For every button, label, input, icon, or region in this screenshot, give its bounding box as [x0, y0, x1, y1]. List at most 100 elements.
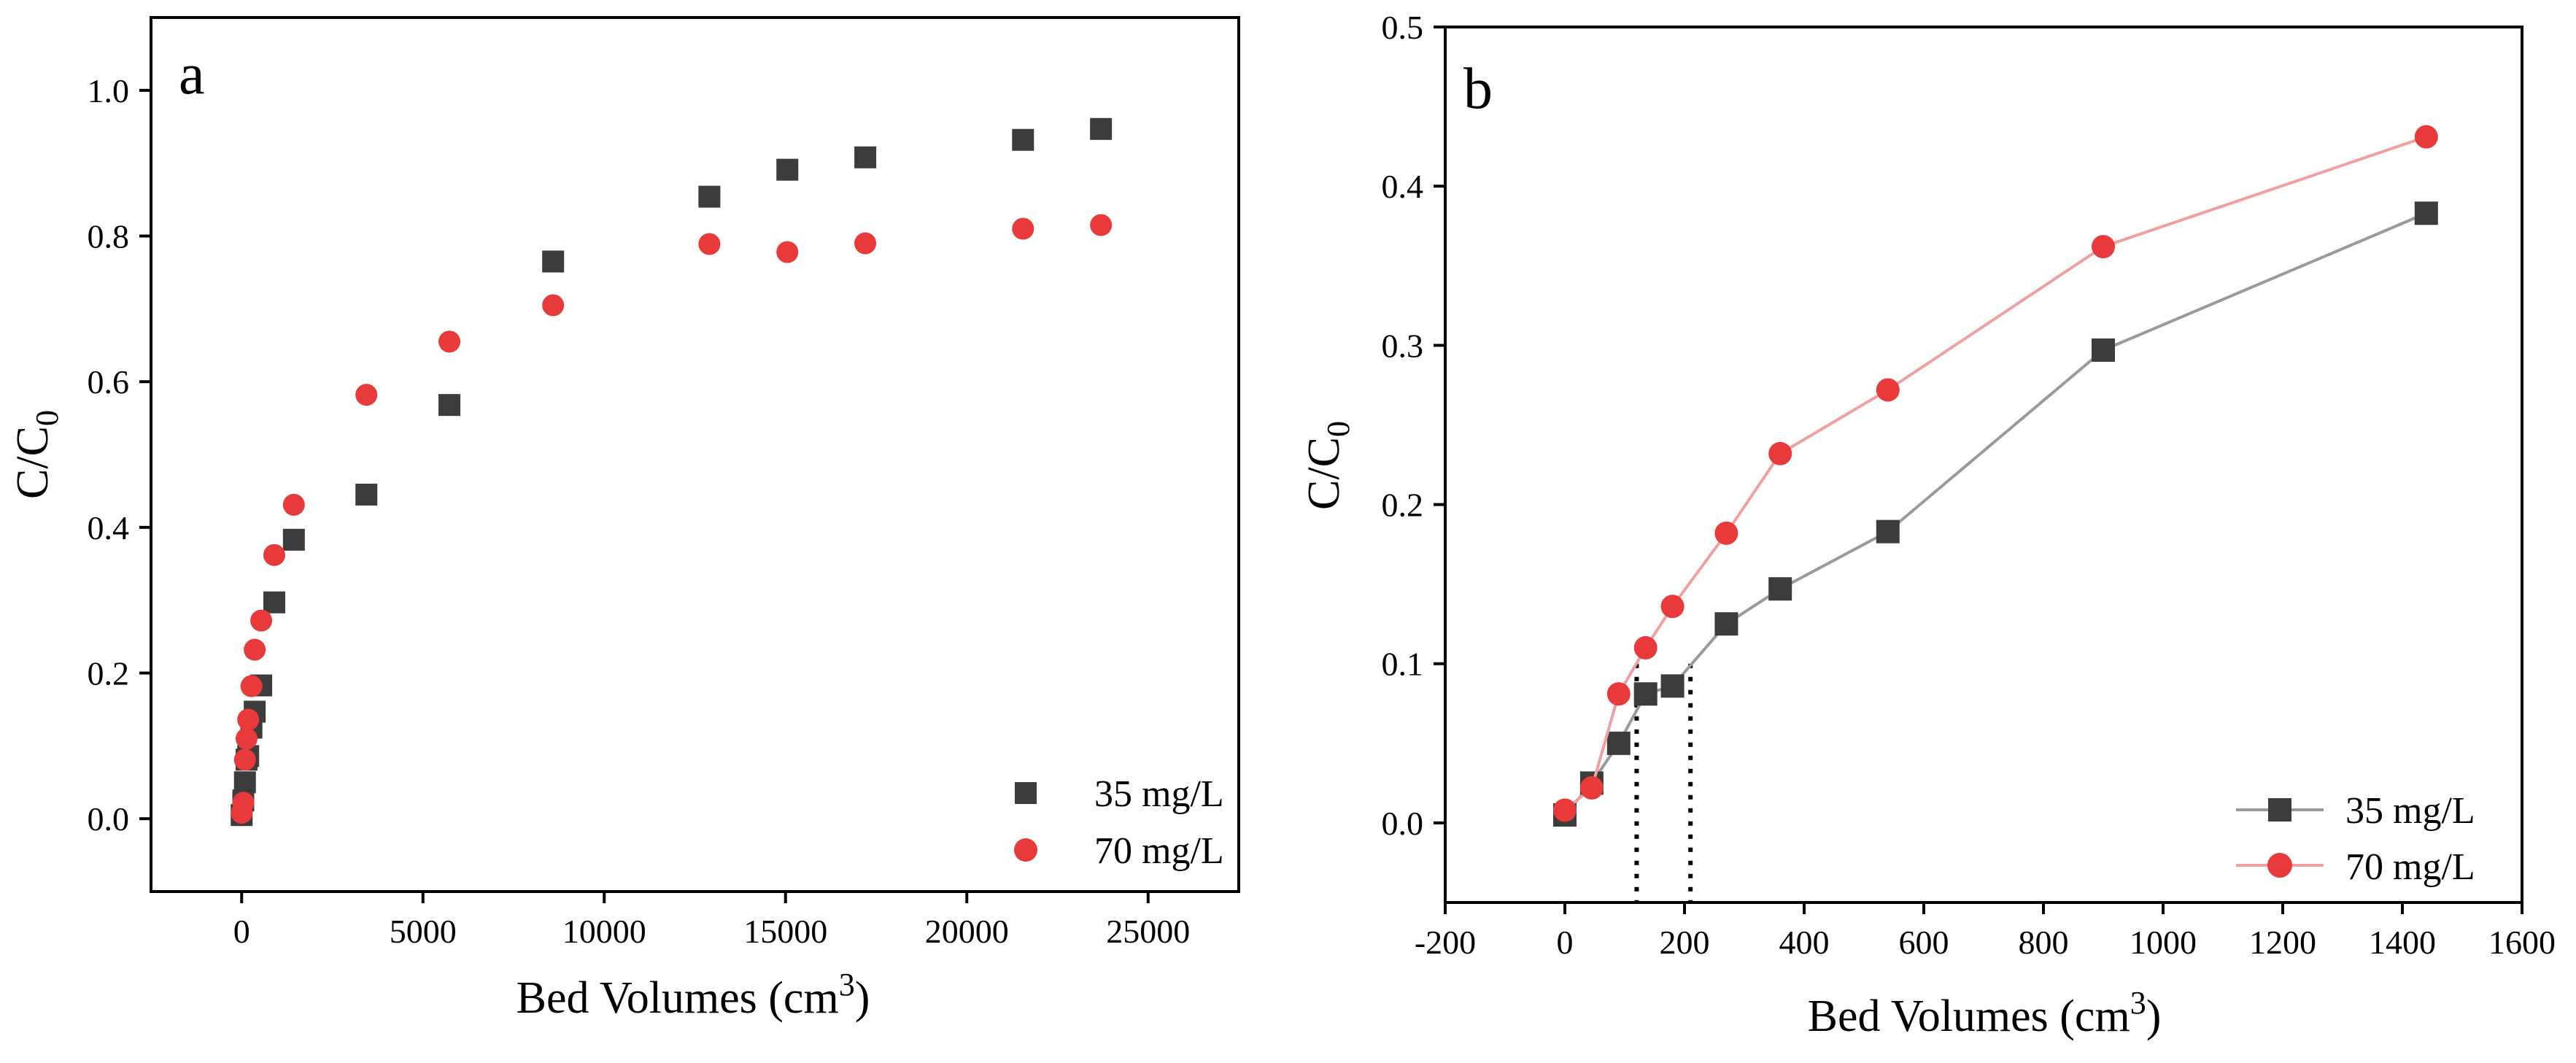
data-point-70-mg-l-a	[250, 609, 273, 632]
x-tick-label-a: 20000	[925, 913, 1009, 950]
data-point-70-mg-l-a	[776, 241, 799, 263]
legend-marker-70-a	[1014, 838, 1037, 862]
data-point-35-mg-l-a	[698, 185, 721, 208]
data-point-70-mg-l-a	[438, 331, 461, 353]
x-tick-label-b: 800	[2019, 924, 2069, 961]
plot-frame-a	[150, 16, 1240, 893]
panel-a: a 0 5000 10000 15000 20000 250000.00.20.40.60…	[8, 16, 1240, 1023]
y-axis-title-b: C/C0	[1299, 421, 1356, 510]
x-tick-label-b: 400	[1779, 924, 1830, 961]
y-tick-label-b: 0.4	[1382, 168, 1424, 205]
data-point-70-mg-l-a	[263, 544, 285, 566]
series-line-35-mg-l-b	[1563, 212, 2427, 816]
panel-b: b -200 0 200 400 600 800 1000 1200 1400 1600 0.0 0.…	[1299, 9, 2556, 1041]
data-point-70-mg-l-a	[282, 493, 305, 516]
y-axis-title-a: C/C0	[8, 410, 65, 499]
legend-marker-35-a	[1015, 782, 1037, 804]
data-point-70-mg-l-b	[2414, 125, 2438, 149]
y-tick-label-b: 0.1	[1382, 646, 1424, 683]
data-point-70-mg-l-a	[1012, 217, 1034, 240]
data-point-35-mg-l-a	[1012, 128, 1034, 151]
x-tick-label-a: 0	[233, 913, 250, 950]
x-tick-label-b: 1200	[2249, 924, 2316, 961]
data-point-70-mg-l-a	[854, 232, 877, 255]
data-point-70-mg-l-a	[235, 727, 258, 750]
legend-b: 35 mg/L 70 mg/L	[2236, 790, 2475, 888]
data-point-70-mg-l-b	[1714, 521, 1738, 545]
y-tick-label-a: 0.0	[88, 800, 130, 838]
y-tick-label-a: 0.2	[88, 655, 130, 692]
x-tick-label-a: 15000	[743, 913, 827, 950]
data-point-35-mg-l-b	[1714, 612, 1738, 636]
data-point-35-mg-l-a	[854, 146, 877, 169]
x-tick-label-b: 0	[1557, 924, 1574, 961]
data-point-35-mg-l-a	[263, 591, 285, 614]
data-point-70-mg-l-a	[244, 638, 266, 661]
y-tick-label-a: 0.6	[88, 363, 130, 401]
x-axis-title-a: Bed Volumes (cm3)	[517, 967, 870, 1023]
data-point-35-mg-l-a	[542, 250, 565, 273]
data-point-70-mg-l-b	[1553, 798, 1577, 822]
x-tick-label-a: 10000	[562, 913, 646, 950]
data-point-35-mg-l-a	[355, 483, 378, 506]
data-point-70-mg-l-a	[355, 384, 378, 406]
y-tick-label-a: 0.4	[88, 509, 130, 546]
data-point-70-mg-l-b	[1768, 441, 1792, 465]
data-point-35-mg-l-b	[2092, 338, 2115, 362]
panel-letter-a: a	[179, 42, 205, 107]
x-axis-title-b: Bed Volumes (cm3)	[1808, 985, 2162, 1041]
data-point-70-mg-l-a	[240, 675, 263, 697]
data-point-35-mg-l-a	[233, 771, 256, 794]
data-point-70-mg-l-b	[1876, 378, 1900, 402]
y-tick-label-a: 0.8	[88, 218, 130, 255]
data-point-70-mg-l-a	[232, 792, 255, 814]
data-point-35-mg-l-b	[1768, 577, 1792, 601]
data-point-35-mg-l-a	[1090, 117, 1113, 140]
x-tick-label-a: 5000	[390, 913, 457, 950]
x-tick-label-b: 1600	[2488, 924, 2556, 961]
y-tick-label-b: 0.0	[1382, 805, 1424, 842]
legend-marker-70-b	[2267, 853, 2292, 878]
data-point-70-mg-l-b	[1579, 776, 1604, 800]
x-tick-label-b: 200	[1660, 924, 1710, 961]
x-tick-label-b: 600	[1899, 924, 1949, 961]
y-tick-label-b: 0.3	[1382, 327, 1424, 364]
y-tick-label-a: 1.0	[88, 72, 130, 109]
panel-letter-b: b	[1463, 57, 1493, 121]
data-marks-b	[1553, 125, 2438, 827]
x-tick-label-a: 25000	[1106, 913, 1190, 950]
legend-label-35-a: 35 mg/L	[1094, 773, 1224, 815]
legend-marker-35-b	[2268, 798, 2291, 822]
data-point-35-mg-l-b	[1660, 674, 1685, 698]
data-point-35-mg-l-b	[1633, 682, 1658, 706]
x-tick-label-b: 1000	[2130, 924, 2197, 961]
axis-ticks-b: -200 0 200 400 600 800 1000 1200 1400 1600 0.0 0.1 0…	[1382, 9, 2556, 961]
data-point-35-mg-l-b	[1606, 731, 1631, 755]
data-point-35-mg-l-a	[282, 528, 305, 551]
legend-a: 35 mg/L 70 mg/L	[1014, 773, 1224, 872]
axis-ticks-a: 0 5000 10000 15000 20000 25000 0.0 0.2 0.4 0.6 0.8…	[88, 72, 1191, 950]
series-line-70-mg-l-b	[1563, 135, 2427, 811]
legend-label-35-b: 35 mg/L	[2345, 790, 2475, 832]
y-tick-label-b: 0.5	[1382, 9, 1424, 46]
data-point-70-mg-l-a	[237, 708, 260, 731]
x-tick-label-b: -200	[1415, 924, 1476, 961]
x-tick-label-b: 1400	[2369, 924, 2436, 961]
data-point-70-mg-l-a	[698, 233, 721, 255]
data-point-35-mg-l-b	[1876, 519, 1900, 544]
data-point-35-mg-l-a	[438, 394, 461, 417]
y-tick-label-b: 0.2	[1382, 487, 1424, 524]
data-marks-a	[231, 117, 1113, 827]
data-point-70-mg-l-a	[542, 294, 565, 317]
data-point-70-mg-l-b	[1633, 635, 1658, 660]
data-point-70-mg-l-a	[233, 749, 256, 771]
legend-label-70-a: 70 mg/L	[1094, 830, 1224, 872]
plot-frame-b	[1444, 26, 2523, 904]
data-point-70-mg-l-b	[1660, 595, 1685, 619]
data-point-35-mg-l-a	[776, 158, 799, 181]
data-point-70-mg-l-b	[2092, 235, 2115, 259]
data-point-70-mg-l-a	[1090, 214, 1113, 236]
data-point-35-mg-l-b	[2414, 201, 2438, 225]
data-point-70-mg-l-b	[1606, 682, 1631, 706]
